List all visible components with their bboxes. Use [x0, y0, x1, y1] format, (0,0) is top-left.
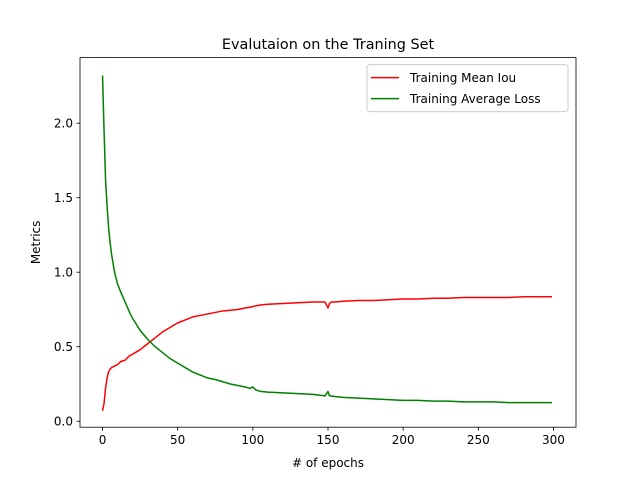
y-axis: 0.0 0.5 1.0 1.5 2.0 — [54, 116, 80, 429]
legend-label: Training Average Loss — [409, 92, 541, 106]
x-tick-label: 50 — [170, 433, 185, 447]
legend-box — [366, 64, 569, 113]
plot-area — [101, 75, 552, 411]
x-tick-label: 0 — [99, 433, 107, 447]
legend: Training Mean Iou Training Average Loss — [366, 64, 569, 113]
x-tick-label: 300 — [542, 433, 565, 447]
y-tick-label: 2.0 — [54, 116, 73, 130]
x-axis: 0 50 100 150 200 250 300 — [99, 427, 565, 447]
x-tick-label: 200 — [392, 433, 415, 447]
y-axis-label: Metrics — [29, 221, 43, 265]
legend-label: Training Mean Iou — [409, 71, 516, 85]
x-tick-label: 100 — [241, 433, 264, 447]
x-tick-label: 150 — [317, 433, 340, 447]
y-tick-label: 0.5 — [54, 340, 73, 354]
series-line-2 — [101, 75, 552, 404]
y-tick-label: 1.5 — [54, 191, 73, 205]
chart-title: Evalutaion on the Traning Set — [222, 37, 435, 53]
x-tick-label: 250 — [467, 433, 490, 447]
y-tick-label: 1.0 — [54, 266, 73, 280]
y-tick-label: 0.0 — [54, 415, 73, 429]
x-axis-label: # of epochs — [292, 456, 364, 470]
series-line-1 — [101, 296, 552, 411]
